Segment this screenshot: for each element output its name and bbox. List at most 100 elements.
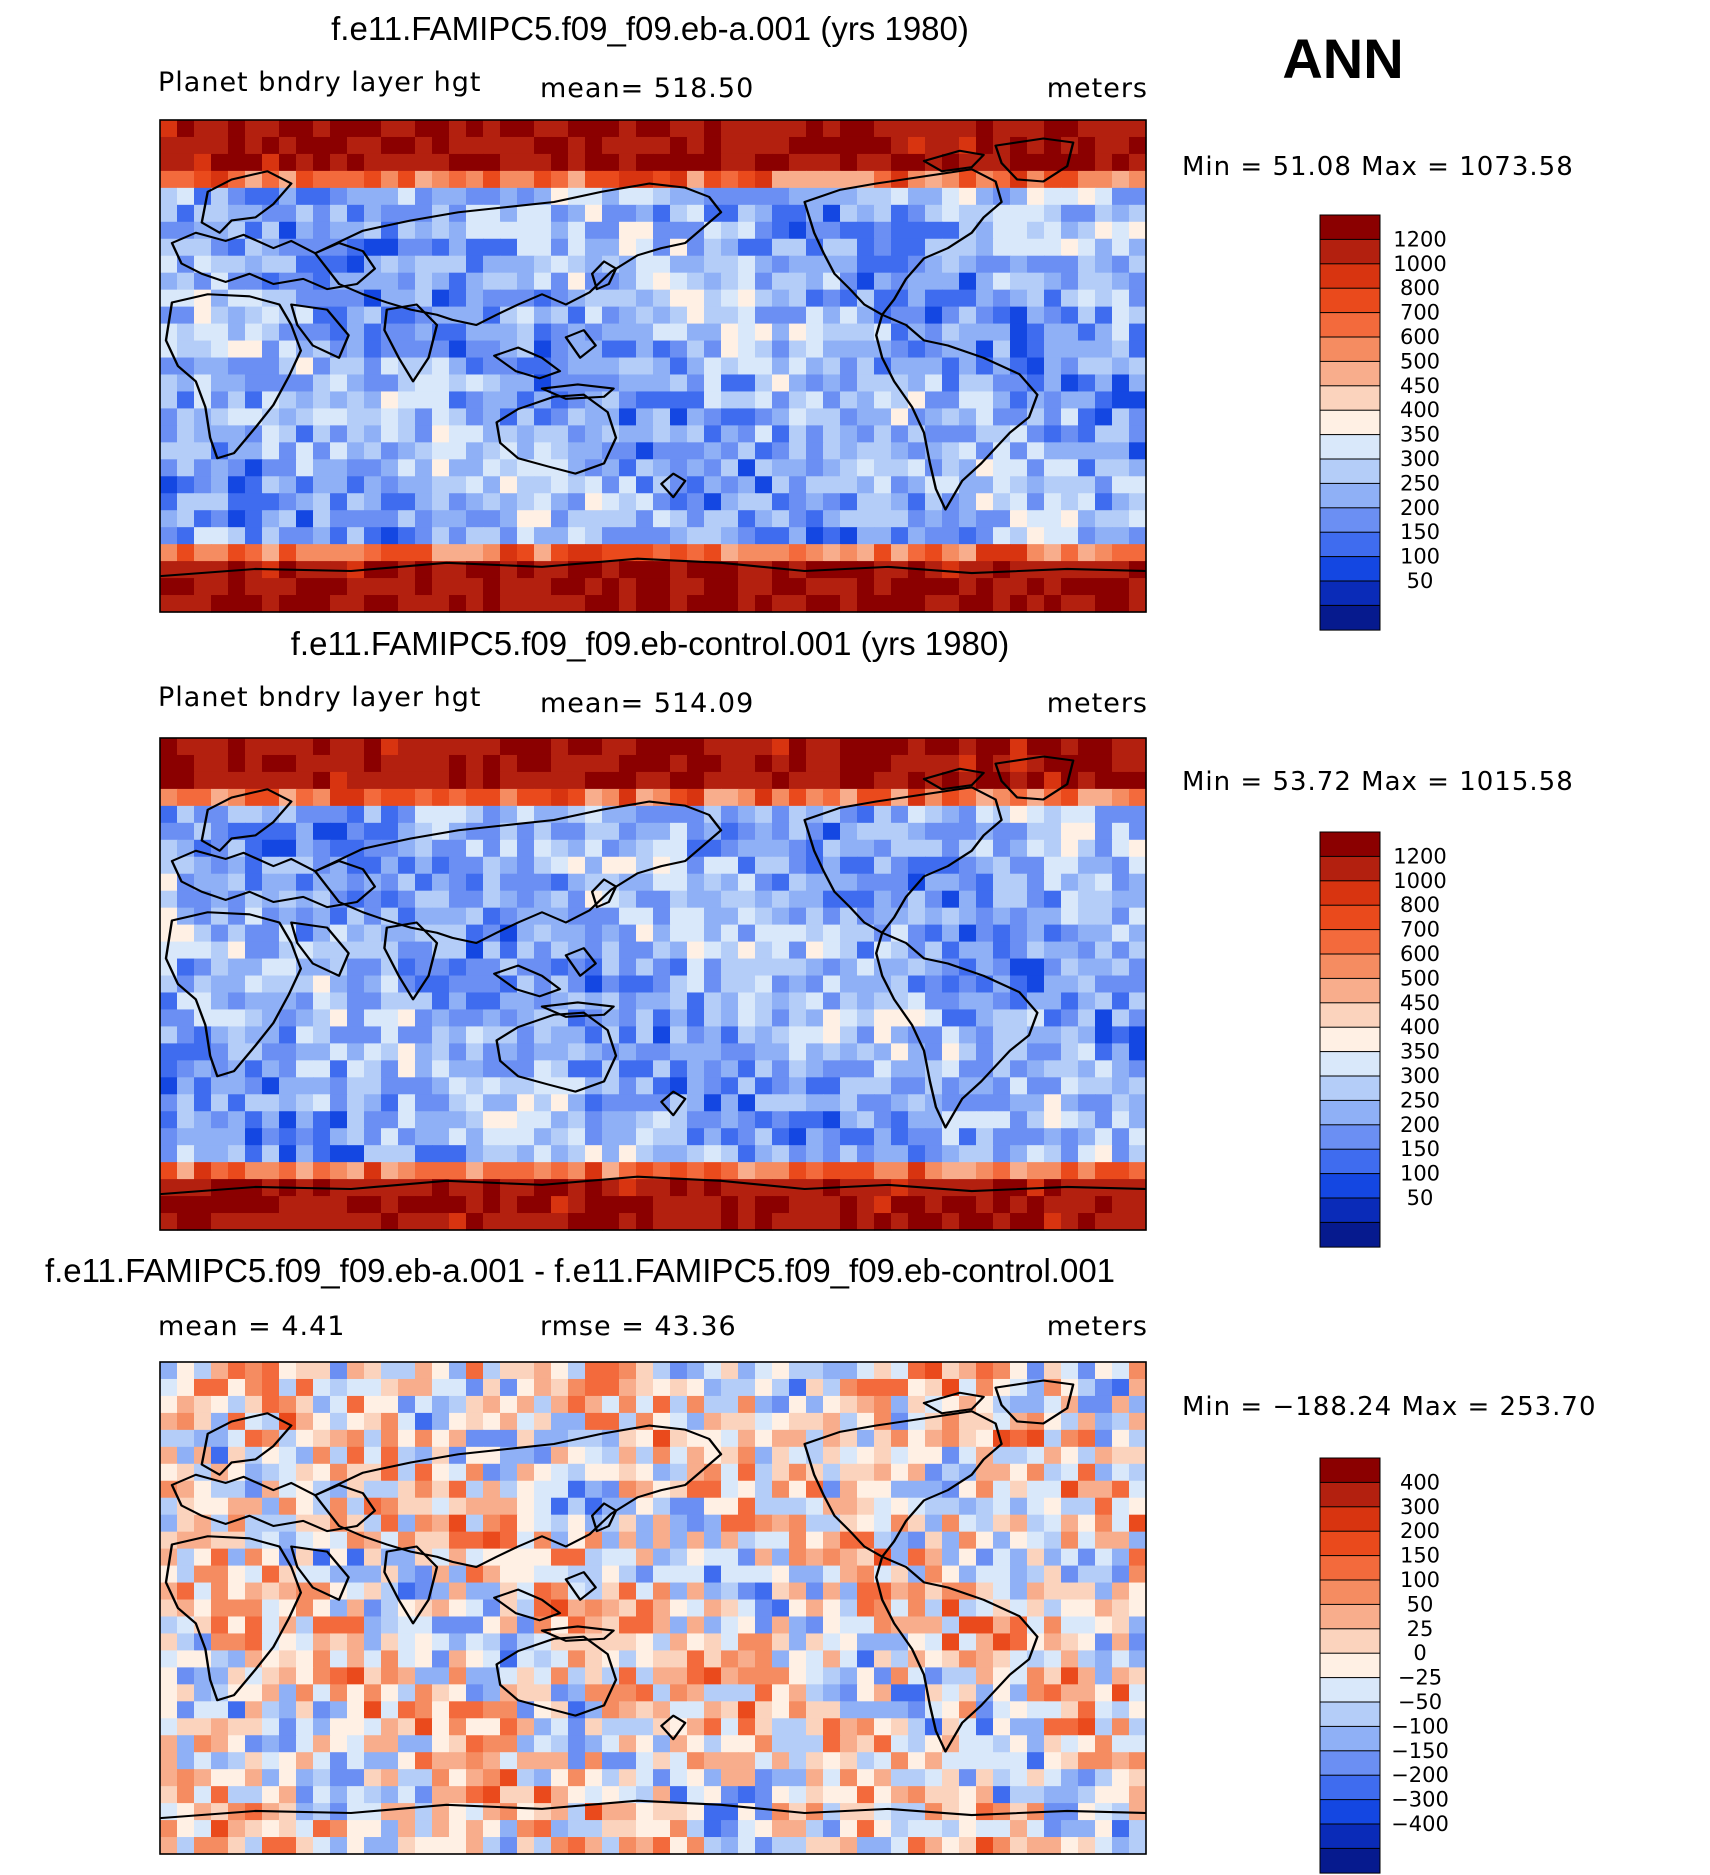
field-cell [840, 476, 858, 494]
field-cell [925, 1111, 943, 1129]
field-cell [772, 754, 790, 773]
field-cell [874, 493, 892, 511]
field-cell [925, 1429, 943, 1448]
field-cell [738, 1463, 756, 1482]
colorbar: 1200100080070060050045040035030025020015… [1319, 831, 1447, 1248]
field-cell [908, 204, 926, 223]
field-cell [891, 1446, 909, 1465]
field-cell [925, 221, 943, 240]
field-cell [228, 374, 246, 393]
field-cell [891, 357, 909, 376]
field-cell [279, 1718, 297, 1736]
field-cell [908, 856, 926, 875]
field-cell [670, 1060, 688, 1078]
field-cell [1044, 1412, 1062, 1431]
field-cell [687, 805, 705, 824]
field-cell [568, 992, 586, 1011]
field-cell [619, 1128, 637, 1146]
field-cell [330, 805, 348, 824]
field-cell [330, 1497, 348, 1516]
field-cell [687, 992, 705, 1011]
field-cell [585, 1162, 603, 1180]
field-cell [602, 1480, 620, 1499]
field-cell [1129, 1429, 1147, 1448]
field-cell [755, 187, 773, 206]
field-cell [1010, 595, 1028, 613]
field-cell [296, 1196, 314, 1214]
field-cell [313, 1769, 331, 1787]
field-cell [636, 1752, 654, 1770]
field-cell [1078, 1026, 1096, 1044]
field-cell [1027, 187, 1045, 206]
field-cell [806, 873, 824, 892]
field-cell [755, 442, 773, 460]
field-cell [704, 1684, 722, 1702]
field-cell [738, 1599, 756, 1618]
field-cell [381, 408, 399, 426]
field-cell [466, 1701, 484, 1719]
field-cell [1027, 1531, 1045, 1550]
field-cell [687, 1043, 705, 1061]
field-cell [1044, 1531, 1062, 1550]
field-cell [670, 306, 688, 325]
field-cell [1095, 289, 1113, 308]
field-cell [228, 1582, 246, 1601]
field-cell [568, 153, 586, 172]
field-cell [891, 442, 909, 460]
field-cell [1112, 1412, 1130, 1431]
field-cell [262, 1616, 280, 1635]
field-cell [619, 340, 637, 359]
field-cell [1010, 1718, 1028, 1736]
field-cell [993, 1752, 1011, 1770]
field-cell [789, 1077, 807, 1095]
field-cell [551, 1162, 569, 1180]
field-cell [857, 1213, 875, 1231]
field-cell [194, 1667, 212, 1685]
field-cell [279, 1094, 297, 1112]
field-cell [959, 1769, 977, 1787]
field-cell [755, 941, 773, 960]
field-cell [721, 595, 739, 613]
field-cell [1112, 425, 1130, 443]
field-cell [568, 1145, 586, 1163]
field-cell [398, 527, 416, 545]
field-cell [704, 187, 722, 206]
field-cell [653, 1531, 671, 1550]
field-cell [194, 975, 212, 994]
field-cell [959, 738, 977, 756]
field-cell [619, 204, 637, 223]
field-cell [755, 1429, 773, 1448]
field-cell [313, 1094, 331, 1112]
field-cell [789, 805, 807, 824]
colorbar-swatch [1319, 1173, 1381, 1199]
field-cell [313, 120, 331, 138]
field-cell [432, 1395, 450, 1414]
field-cell [500, 805, 518, 824]
field-cell [857, 873, 875, 892]
field-cell [925, 527, 943, 545]
field-cell [1044, 1667, 1062, 1685]
field-cell [449, 120, 467, 138]
field-cell [772, 1701, 790, 1719]
field-cell [228, 907, 246, 926]
field-cell [874, 374, 892, 393]
field-cell [347, 1145, 365, 1163]
field-cell [432, 595, 450, 613]
field-cell [296, 924, 314, 943]
field-cell [534, 1752, 552, 1770]
field-cell [1044, 1145, 1062, 1163]
field-cell [1112, 1480, 1130, 1499]
field-cell [789, 754, 807, 773]
field-cell [211, 805, 229, 824]
field-cell [806, 289, 824, 308]
field-cell [534, 289, 552, 308]
field-cell [823, 1752, 841, 1770]
field-cell [1078, 595, 1096, 613]
field-cell [908, 1752, 926, 1770]
field-cell [245, 941, 263, 960]
field-cell [211, 754, 229, 773]
field-cell [432, 340, 450, 359]
field-cell [228, 1077, 246, 1095]
field-cell [789, 408, 807, 426]
field-cell [160, 120, 178, 138]
